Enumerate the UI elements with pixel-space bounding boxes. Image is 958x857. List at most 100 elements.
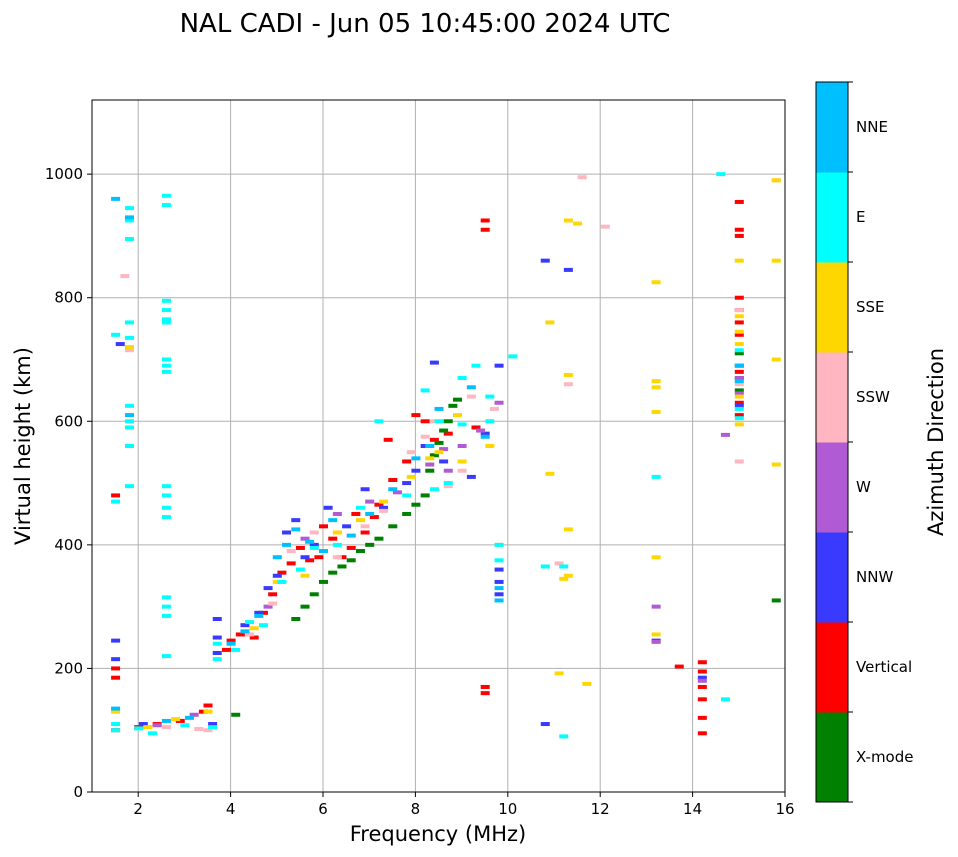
data-point [480, 684, 490, 689]
x-axis-label: Frequency (MHz) [350, 822, 526, 846]
data-point [429, 419, 439, 424]
data-point [429, 437, 439, 442]
data-point [161, 604, 171, 609]
data-point [697, 715, 707, 720]
data-point [563, 372, 573, 377]
colorbar-tick-label: Vertical [856, 658, 912, 676]
data-point [111, 728, 121, 733]
data-point [485, 444, 495, 448]
data-point [277, 579, 287, 584]
data-point [212, 617, 222, 621]
data-point [563, 527, 573, 532]
data-point [365, 499, 375, 504]
data-point [434, 419, 444, 424]
data-point [277, 570, 287, 575]
data-point [429, 487, 439, 492]
data-point [443, 431, 453, 436]
data-point [374, 502, 384, 507]
data-point [124, 419, 134, 424]
y-tick-label: 1000 [45, 165, 83, 183]
data-point [494, 586, 504, 591]
data-point [734, 379, 744, 384]
data-point [379, 508, 389, 513]
data-point [203, 728, 213, 733]
data-point [175, 718, 185, 723]
data-point [268, 592, 278, 597]
data-point [697, 669, 707, 674]
data-point [420, 388, 430, 393]
data-point [148, 731, 158, 736]
data-point [328, 518, 338, 523]
data-point [124, 403, 134, 408]
data-point [697, 697, 707, 702]
x-tick-label: 12 [591, 800, 610, 818]
plot-area: 2 4 6 8 10 12 14 16 0 200 400 600 800 1000 [45, 99, 795, 818]
data-point [319, 579, 328, 584]
data-point [411, 502, 421, 507]
data-point [309, 530, 319, 535]
data-point [388, 487, 398, 492]
data-point [600, 224, 610, 229]
data-point [734, 199, 744, 204]
data-point [124, 484, 134, 489]
data-point [563, 573, 573, 578]
data-point [305, 539, 315, 544]
data-point [346, 558, 356, 563]
data-point [439, 447, 449, 452]
colorbar-swatch-nnw [816, 532, 848, 623]
data-point [365, 542, 375, 547]
data-point [457, 444, 467, 448]
data-point [185, 715, 195, 720]
data-point [124, 345, 134, 350]
data-point [480, 218, 490, 223]
data-point [452, 397, 462, 402]
data-point [443, 468, 453, 473]
data-point [494, 400, 504, 405]
data-point [161, 484, 171, 489]
colorbar-swatch-w [816, 442, 848, 533]
data-point [124, 206, 134, 211]
data-point [720, 432, 730, 437]
data-point [332, 511, 342, 516]
data-point [402, 481, 412, 486]
data-point [734, 314, 744, 319]
data-point [286, 549, 296, 554]
data-point [111, 499, 121, 504]
data-point [734, 227, 744, 232]
data-point [651, 379, 661, 384]
data-point [452, 413, 462, 418]
data-point [240, 629, 250, 634]
data-point [291, 518, 301, 523]
data-point [457, 376, 467, 381]
data-point [651, 639, 661, 644]
data-point [300, 604, 310, 609]
data-point [651, 555, 661, 560]
data-point [388, 477, 398, 482]
data-point [291, 527, 301, 532]
data-point [494, 598, 504, 603]
data-point [406, 474, 416, 479]
colorbar-swatch-sse [816, 262, 848, 353]
data-point [332, 530, 342, 535]
data-point [272, 573, 282, 578]
data-point [300, 536, 310, 541]
data-point [485, 394, 495, 399]
data-point [480, 227, 490, 232]
data-point [480, 434, 490, 439]
data-point [697, 684, 707, 689]
data-point [540, 258, 550, 263]
data-point [734, 406, 744, 411]
colorbar-swatch-vertical [816, 622, 848, 713]
data-point [651, 410, 661, 415]
data-point [697, 678, 707, 683]
data-point [161, 308, 171, 313]
data-point [111, 675, 121, 680]
data-point [582, 681, 592, 686]
data-point [554, 671, 564, 676]
data-point [309, 592, 319, 597]
data-point [545, 320, 555, 325]
plot-background [92, 100, 785, 792]
data-point [268, 601, 278, 606]
data-point [651, 385, 661, 390]
data-point [563, 382, 573, 387]
